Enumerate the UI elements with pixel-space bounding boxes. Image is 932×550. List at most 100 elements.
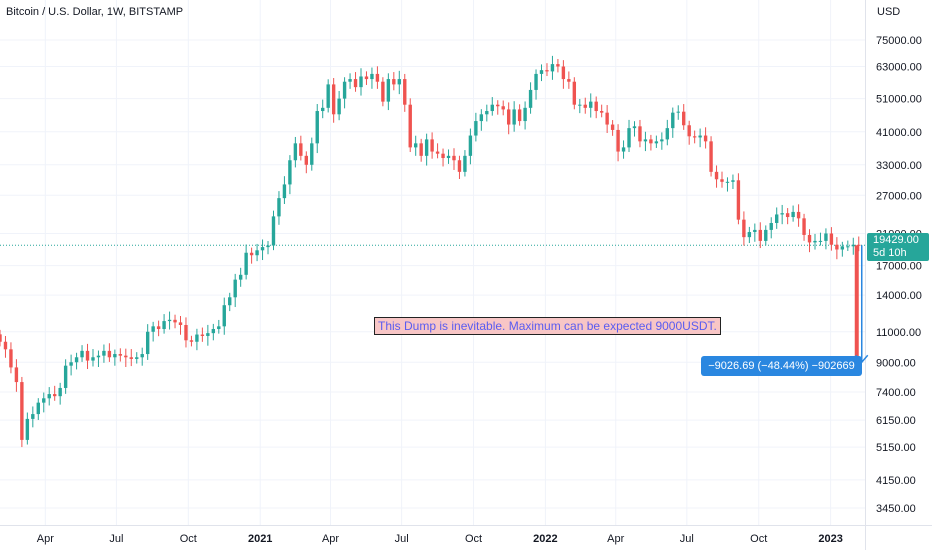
candle-body [523,107,527,122]
candle-body [731,180,735,182]
candle-body [217,326,221,330]
candle-body [747,232,752,238]
candle-body [211,329,216,334]
candle-body [249,252,254,256]
candle-body [145,331,150,355]
measure-label[interactable]: −9026.69 (−48.44%) −902669 [701,356,862,376]
candle-body [561,66,566,80]
price-tick-label: 9000.00 [876,357,916,369]
candle-body [517,109,522,122]
candle-body [403,79,407,105]
candle-body [589,101,593,108]
time-tick-label: 2021 [248,533,272,545]
candle-body [25,418,30,440]
candle-body [9,349,13,368]
candle-body [572,81,577,105]
candle-body [665,128,670,140]
candle-body [47,394,51,399]
candle-body [260,247,265,251]
candle-body [616,129,620,152]
candle-body [578,104,582,106]
candle-body [496,104,500,107]
text-annotation[interactable]: This Dump is inevitable. Maximum can be … [374,317,721,335]
candle-body [594,101,598,112]
candle-body [676,111,680,113]
candle-body [539,70,544,74]
candle-body [785,213,790,218]
last-price-badge: 19429.00 5d 10h [867,233,929,261]
currency-label: USD [877,6,901,18]
candle-body [342,81,347,99]
candle-body [638,126,642,142]
price-tick-label: 51000.00 [876,94,922,106]
candle-body [736,180,741,220]
price-tick-label: 11000.00 [876,327,921,339]
price-tick-label: 27000.00 [876,190,922,202]
candle-body [835,244,839,250]
price-tick-label: 6150.00 [876,415,916,427]
candle-body [288,160,292,185]
time-tick-label: 2022 [533,533,557,545]
candle-body [818,240,823,242]
candle-body [643,139,648,142]
candle-body [468,135,473,156]
time-tick-label: Jul [680,533,694,545]
candle-body [840,246,845,250]
candle-body [299,143,303,156]
candle-body [85,350,90,361]
price-tick-label: 17000.00 [876,261,922,273]
candle-body [605,112,609,125]
candle-body [315,111,319,144]
time-axis: Apr Jul Oct 2021 Apr Jul Oct 2022 Apr Jul Oct 2023 [37,533,843,545]
candle-body [435,151,440,154]
candle-body [200,334,205,336]
candle-body [457,160,462,172]
candle-body [567,79,571,82]
candle-body [769,222,773,230]
price-axis: 75000.00 63000.00 51000.00 41000.00 33000.00… [876,35,922,515]
candle-body [102,350,106,356]
time-tick-label: Apr [322,533,339,545]
candle-body [452,155,456,161]
candle-body [654,141,659,144]
candle-body [446,155,451,159]
candle-body [703,135,708,142]
candle-body [58,387,62,397]
candle-body [682,111,686,126]
candle-body [359,76,363,88]
candle-body [277,198,281,217]
candle-body [660,139,664,142]
candle-body [791,211,795,218]
candle-body [621,147,626,152]
price-tick-label: 3450.00 [876,503,916,515]
candle-body [20,382,24,440]
candle-body [796,211,801,219]
candle-body [156,326,161,330]
candle-body [742,219,746,238]
candle-body [238,274,243,280]
candle-body [244,252,248,275]
candle-body [162,321,166,330]
candle-body [463,155,467,172]
candle-body [331,84,336,115]
candle-body [53,394,57,397]
candle-body [271,216,276,246]
candle-body [802,218,806,235]
candle-body [195,334,199,342]
candle-body [807,234,812,243]
candle-body [304,155,309,165]
candle-body [851,244,855,247]
candle-body [167,319,172,322]
candle-body [353,79,358,88]
candle-body [829,233,834,245]
price-tick-label: 75000.00 [876,35,922,47]
candle-body [846,246,850,248]
candle-body [408,104,412,148]
candle-body [583,104,587,108]
candle-body [780,213,784,215]
candle-body [397,79,401,85]
candle-body [370,73,374,80]
candle-body [113,354,117,358]
candle-body [74,357,79,363]
